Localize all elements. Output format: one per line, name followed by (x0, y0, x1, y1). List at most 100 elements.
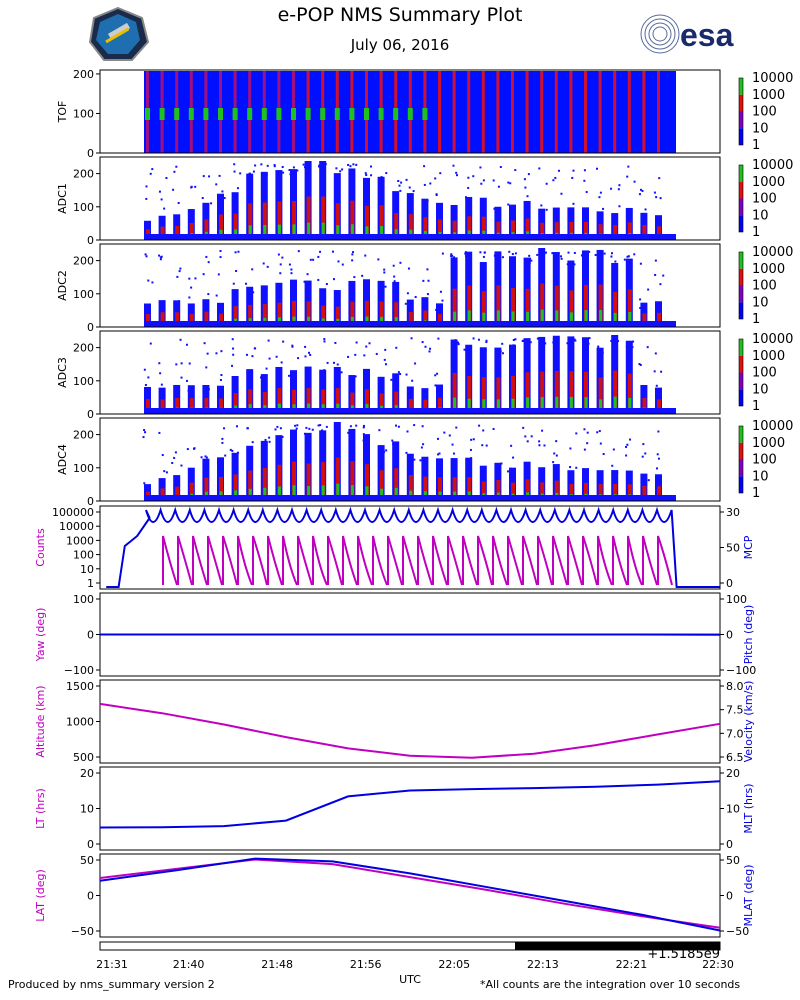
adc-speck (408, 186, 411, 189)
adc-speck (347, 163, 350, 166)
adc-speck (220, 374, 223, 377)
adc-speck (616, 340, 619, 343)
adc-speck (464, 196, 467, 199)
colorbar-segment (739, 128, 743, 145)
adc-speck (472, 337, 475, 340)
adc-speck (569, 447, 572, 450)
adc-column-mid (569, 371, 574, 414)
adc-speck (646, 346, 649, 349)
adc-column-mid (511, 288, 515, 327)
adc-speck (383, 271, 386, 274)
adc-speck (171, 461, 174, 464)
colorbar-segment (739, 181, 743, 199)
colorbar-label: 10000 (752, 419, 793, 434)
adc-speck (611, 340, 614, 343)
adc-speck (393, 275, 396, 278)
adc-speck (384, 363, 387, 366)
adc-speck (265, 287, 268, 290)
adc-speck (660, 370, 663, 373)
adc-column-mid (233, 393, 238, 414)
colorbar-label: 10 (752, 469, 769, 484)
adc-speck (265, 173, 268, 176)
colorbar-frame (738, 251, 744, 320)
adc-speck (641, 455, 644, 458)
adc-speck (482, 429, 485, 432)
adc-speck (557, 337, 560, 340)
adc-column-mid (146, 314, 150, 327)
adc-column-mid (642, 313, 647, 327)
adc-speck (566, 342, 569, 345)
adc-speck (295, 427, 298, 430)
adc-column-mid (233, 474, 238, 501)
adc-speck (174, 451, 177, 454)
adc-column-core (628, 311, 632, 327)
adc-column-core (496, 310, 500, 327)
adc-speck (526, 440, 529, 443)
adc-column-mid (525, 479, 530, 501)
adc-column-mid (189, 222, 194, 240)
adc-column-core (482, 399, 486, 414)
adc-speck (224, 454, 227, 457)
adc-speck (273, 165, 276, 168)
adc-speck (207, 261, 210, 264)
adc-speck (554, 176, 557, 179)
adc-column-mid (175, 312, 180, 327)
adc-speck (282, 340, 285, 343)
adc-speck (302, 163, 305, 166)
adc-speck (472, 175, 475, 178)
adc-speck (610, 255, 613, 258)
x-axis-label: UTC (399, 973, 421, 986)
adc-speck (190, 286, 193, 289)
adc-column-mid (423, 217, 428, 240)
adc-speck (364, 172, 367, 175)
adc-speck (384, 348, 387, 351)
adc-speck (395, 346, 398, 349)
adc-speck (254, 164, 257, 167)
adc-speck (149, 172, 152, 175)
adc-speck (362, 433, 365, 436)
y2-tick-label: 10 (726, 803, 740, 816)
series-lat (99, 858, 721, 929)
x-offset-label: +1.5185e9 (647, 947, 720, 962)
adc-column-mid (160, 312, 165, 327)
adc-speck (527, 173, 530, 176)
adc-speck (353, 276, 356, 279)
adc-speck (380, 176, 383, 179)
adc-column-core (569, 312, 573, 327)
adc-speck (426, 268, 429, 271)
y-tick-label: 0 (87, 321, 94, 334)
adc-speck (625, 345, 628, 348)
adc-speck (340, 371, 343, 374)
adc-column-core (321, 485, 325, 501)
adc-column-mid (613, 483, 618, 501)
adc-column-mid (350, 461, 355, 501)
adc-speck (413, 424, 416, 427)
adc-speck (266, 265, 269, 268)
adc-speck (510, 467, 513, 470)
y2-tick-label: 7.5 (726, 704, 744, 717)
adc-speck (467, 176, 470, 179)
adc-column-mid (481, 481, 486, 501)
adc-speck (627, 255, 630, 258)
adc-speck (363, 424, 366, 427)
colorbar-label: 1000 (752, 175, 785, 190)
adc-speck (177, 202, 180, 205)
adc-speck (427, 279, 430, 282)
adc-speck (452, 452, 455, 455)
adc-speck (522, 426, 525, 429)
adc-speck (337, 260, 340, 263)
adc-speck (361, 274, 364, 277)
adc-speck (189, 212, 192, 215)
adc-column-core (277, 224, 281, 240)
adc-speck (291, 345, 294, 348)
adc-speck (492, 179, 495, 182)
y2-tick-label: 7.0 (726, 727, 744, 740)
y-tick-label: 0 (87, 408, 94, 421)
colorbar-label: 1 (752, 486, 760, 501)
adc-speck (237, 250, 240, 253)
adc-speck (435, 194, 438, 197)
adc-speck (397, 425, 400, 428)
tof-peak (232, 108, 238, 120)
